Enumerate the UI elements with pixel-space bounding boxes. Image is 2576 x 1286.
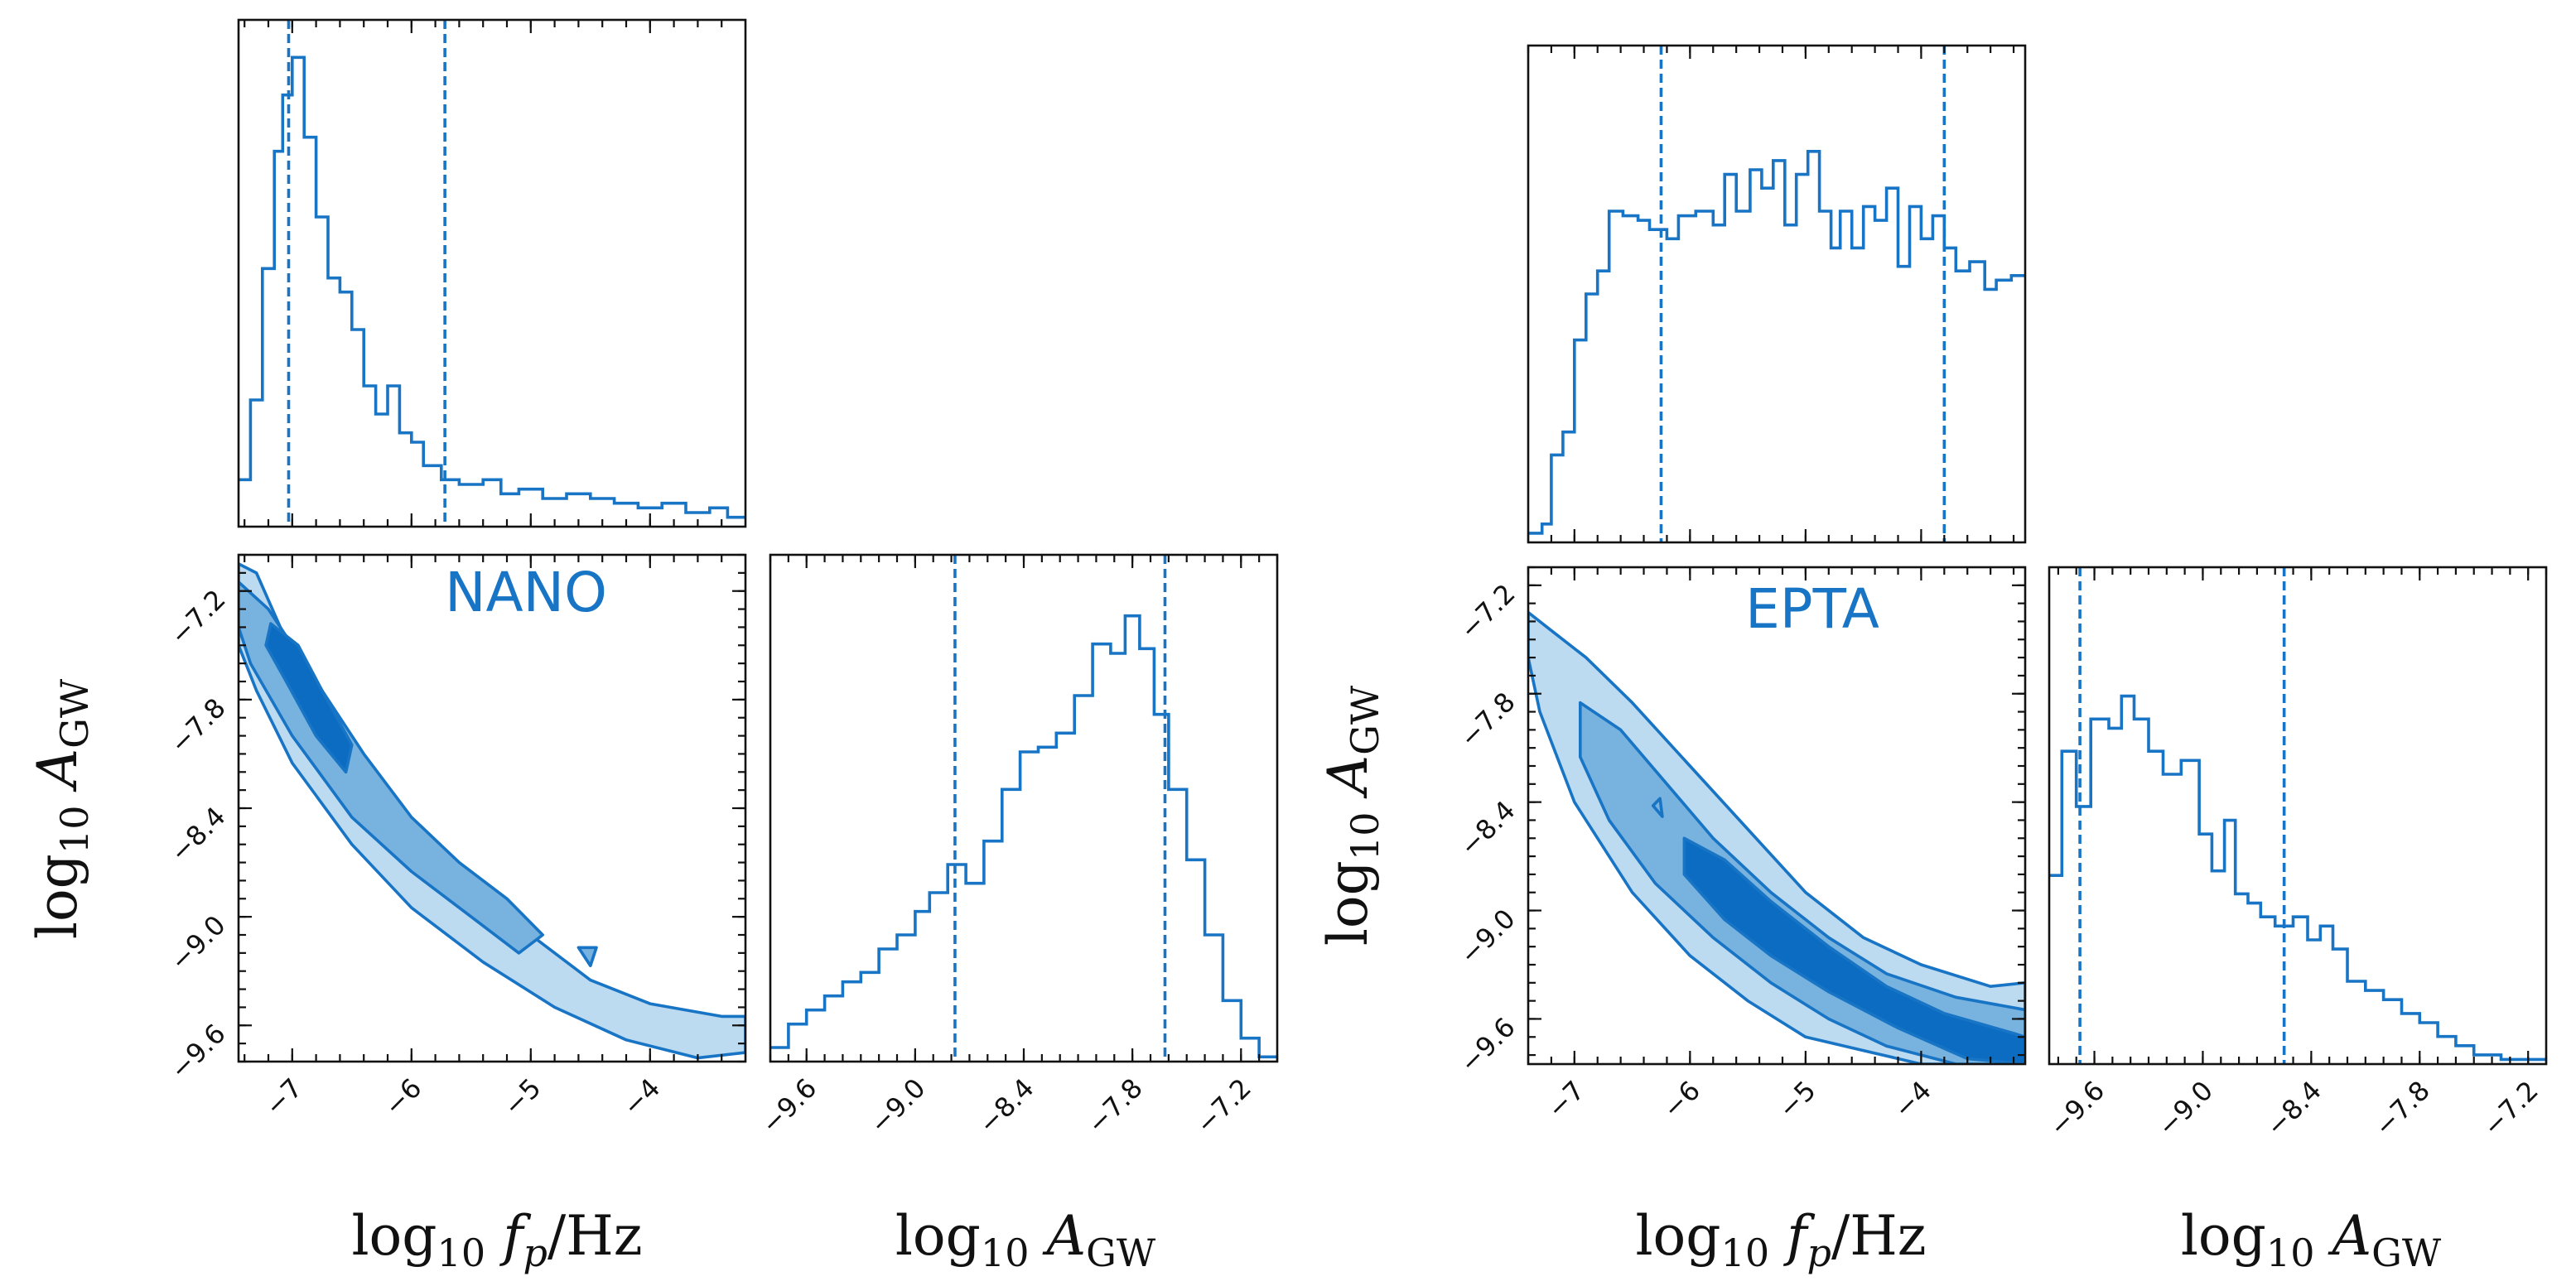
nano-fp-tick-label: −6 [378,1072,427,1122]
label-A: A [2314,1204,2371,1268]
label-log: log [2181,1204,2266,1268]
label-log: log [26,854,89,939]
nano-corner-plot: −7 −6 −5 −4 −9.6 −9.0 −8.4 −7.8 −7.2 NANO −9.6 −9.0… [26,18,1279,1275]
epta-contour-group [1528,610,2025,1064]
nano-A-xtick-label: −9.6 [755,1072,823,1140]
epta-corner-plot: −7 −6 −5 −4 −9.6 −9.0 −8.4 −7.8 −7.2 EPTA −9.6 −9.0… [1316,44,2548,1275]
epta-contour-inner [1682,836,2025,1064]
epta-A-histogram-panel [2048,566,2548,1066]
nano-contour-island [576,946,598,967]
nano-A-tick-label: −8.4 [164,801,232,869]
nano-contour-group [239,562,745,1060]
nano-panel-title: NANO [445,561,607,624]
nano-xlabel-A: log10 AGW [895,1204,1156,1275]
nano-contour-middle [239,580,544,955]
nano-contour-inner [264,622,354,774]
epta-A-tick-label: −9.0 [1454,903,1522,971]
label-A: A [1316,755,1380,812]
label-subscript-GW: GW [1086,1231,1156,1275]
nano-A-xtick-label: −7.8 [1081,1072,1149,1140]
label-log: log [895,1204,981,1268]
nano-xlabel-fp: log10 fp/Hz [351,1204,642,1275]
epta-A-histogram-line [2049,694,2546,1062]
nano-A-tick-label: −9.0 [164,909,232,977]
label-subscript-GW: GW [52,678,97,749]
nano-A-xtick-label: −8.4 [972,1072,1040,1140]
label-per-Hz: /Hz [548,1204,643,1268]
label-subscript-10: 10 [2266,1231,2315,1275]
label-subscript-10: 10 [437,1231,486,1275]
epta-A-xtick-label: −7.2 [2477,1075,2545,1143]
nano-fp-tick-label: −7 [258,1072,308,1122]
epta-xlabel-fp: log10 fp/Hz [1635,1204,1926,1275]
nano-fp-histogram-panel [237,18,747,528]
label-subscript-10: 10 [1721,1231,1770,1275]
epta-fp-histogram-panel [1527,44,2027,544]
label-subscript-GW: GW [1343,685,1387,755]
nano-fp-tick-label: −5 [497,1072,547,1122]
nano-A-tick-label: −7.2 [164,584,232,652]
epta-fp-tick-label: −7 [1541,1075,1590,1125]
label-subscript-p: p [1807,1231,1831,1275]
nano-A-tick-label: −9.6 [164,1018,232,1086]
label-subscript-p: p [523,1231,548,1275]
epta-contour-outer [1528,610,2025,1064]
nano-A-histogram-line [770,614,1277,1059]
epta-A-tick-label: −8.4 [1454,794,1522,862]
label-log: log [351,1204,437,1268]
nano-fp-histogram-line [239,55,745,519]
nano-A-xtick-label: −7.2 [1189,1072,1257,1140]
label-A: A [26,749,89,806]
epta-panel-title: EPTA [1745,577,1879,641]
epta-contour-panel [1527,566,2027,1066]
epta-A-tick-label: −7.8 [1454,686,1522,754]
label-A: A [1029,1204,1086,1268]
label-subscript-10: 10 [1343,812,1387,861]
label-subscript-GW: GW [2371,1231,2442,1275]
epta-xlabel-A: log10 AGW [2181,1204,2442,1275]
epta-A-xtick-label: −9.6 [2043,1075,2110,1143]
epta-fp-tick-label: −5 [1772,1075,1821,1125]
label-subscript-10: 10 [52,806,97,855]
nano-A-tick-label: −7.8 [164,692,232,760]
epta-A-xtick-label: −9.0 [2151,1075,2219,1143]
label-subscript-10: 10 [981,1231,1030,1275]
nano-contour-panel [237,553,747,1063]
epta-fp-tick-label: −6 [1657,1075,1706,1125]
nano-A-histogram-panel [769,553,1279,1063]
nano-A-xtick-label: −9.0 [864,1072,932,1140]
epta-A-xtick-label: −8.4 [2260,1075,2328,1143]
nano-fp-tick-label: −4 [616,1072,666,1122]
nano-ylabel: log10 AGW [26,678,97,939]
epta-A-tick-label: −7.2 [1454,578,1522,646]
epta-ylabel: log10 AGW [1316,685,1387,946]
nano-contour-outer [239,562,745,1060]
epta-fp-tick-label: −4 [1888,1075,1937,1125]
epta-A-tick-label: −9.6 [1454,1011,1522,1079]
label-per-Hz: /Hz [1831,1204,1927,1268]
epta-fp-histogram-line [1528,150,2025,535]
label-log: log [1635,1204,1720,1268]
epta-contour-island [1651,797,1664,818]
epta-A-xtick-label: −7.8 [2368,1075,2436,1143]
label-log: log [1316,860,1380,946]
